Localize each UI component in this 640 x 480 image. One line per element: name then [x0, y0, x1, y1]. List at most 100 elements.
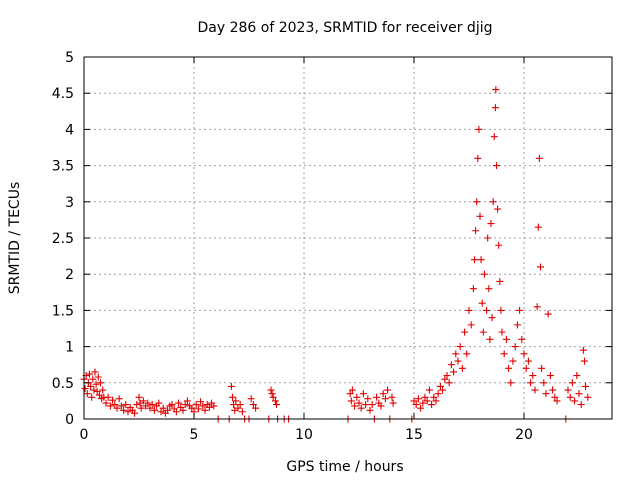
data-point	[456, 343, 464, 351]
data-point	[505, 364, 513, 372]
data-point	[155, 399, 163, 407]
data-point	[412, 401, 420, 409]
data-point	[229, 393, 236, 401]
y-tick-label: 3	[65, 195, 74, 211]
data-point	[168, 401, 176, 409]
data-point	[90, 386, 98, 394]
data-point	[159, 404, 167, 412]
data-point	[522, 364, 530, 372]
data-point	[131, 409, 139, 417]
data-point	[87, 382, 95, 390]
data-point	[575, 390, 583, 398]
y-tick-label: 0	[65, 412, 74, 428]
data-point	[511, 343, 519, 351]
data-point	[495, 241, 503, 249]
data-point	[197, 398, 205, 406]
data-point	[502, 335, 510, 343]
data-point	[471, 256, 478, 264]
data-point	[97, 379, 104, 387]
data-point	[529, 372, 537, 380]
x-tick-label: 10	[295, 427, 313, 443]
data-point	[531, 386, 539, 394]
x-tick-label: 5	[190, 427, 199, 443]
data-point	[113, 404, 121, 412]
data-point	[496, 277, 504, 285]
data-point	[389, 399, 397, 407]
data-point	[268, 390, 276, 398]
data-point	[419, 399, 427, 407]
data-point	[362, 401, 370, 409]
data-point	[104, 393, 112, 401]
data-point	[122, 401, 130, 409]
data-point	[498, 328, 506, 336]
data-point	[348, 386, 356, 394]
data-point	[247, 395, 255, 403]
data-point	[475, 125, 483, 133]
data-point	[175, 399, 183, 407]
data-point	[236, 401, 244, 409]
data-point	[445, 379, 453, 387]
data-point	[509, 357, 517, 365]
data-point	[581, 357, 588, 365]
data-point	[99, 386, 107, 394]
data-point	[494, 205, 502, 213]
data-point	[513, 321, 521, 329]
data-point	[368, 401, 376, 409]
data-point	[172, 408, 180, 416]
data-point	[377, 402, 385, 410]
data-point	[584, 393, 592, 401]
data-point	[146, 404, 154, 412]
data-point	[566, 393, 574, 401]
data-point	[144, 399, 152, 407]
data-point	[458, 364, 466, 372]
data-point	[430, 393, 438, 401]
data-point	[432, 397, 440, 405]
data-point	[441, 375, 449, 383]
data-point	[423, 397, 431, 405]
y-tick-label: 0.5	[52, 376, 74, 392]
data-point	[544, 310, 552, 318]
data-point	[467, 321, 475, 329]
data-point	[139, 397, 147, 405]
data-point	[478, 299, 486, 307]
data-point	[493, 162, 500, 170]
data-point	[199, 402, 207, 410]
data-point	[477, 256, 485, 264]
data-point	[518, 335, 526, 343]
data-point	[150, 406, 158, 414]
data-point	[491, 104, 499, 112]
data-point	[417, 404, 425, 412]
data-point	[120, 406, 128, 414]
data-point	[93, 387, 101, 395]
data-point	[347, 397, 355, 405]
data-point	[192, 401, 200, 409]
data-point	[582, 382, 590, 390]
x-tick-label: 20	[515, 427, 533, 443]
data-point	[252, 404, 260, 412]
data-point	[366, 406, 374, 414]
data-point	[479, 328, 487, 336]
data-point	[232, 397, 240, 405]
data-point	[357, 404, 365, 412]
data-point	[469, 285, 477, 293]
data-point	[516, 306, 524, 314]
data-point	[497, 306, 505, 314]
data-point	[355, 399, 363, 407]
data-point	[500, 350, 508, 358]
data-point	[507, 379, 515, 387]
data-points	[80, 86, 592, 423]
data-point	[117, 402, 125, 410]
data-point	[579, 346, 587, 354]
data-point	[88, 393, 96, 401]
y-tick-label: 1.5	[52, 303, 74, 319]
data-point	[106, 402, 114, 410]
data-point	[443, 372, 451, 380]
plot-frame	[83, 56, 613, 420]
data-point	[410, 397, 418, 405]
data-point	[447, 361, 455, 369]
data-point	[379, 390, 387, 398]
y-tick-label: 5	[65, 50, 74, 66]
grid-lines	[84, 57, 612, 419]
data-point	[351, 402, 359, 410]
data-point	[81, 385, 89, 393]
